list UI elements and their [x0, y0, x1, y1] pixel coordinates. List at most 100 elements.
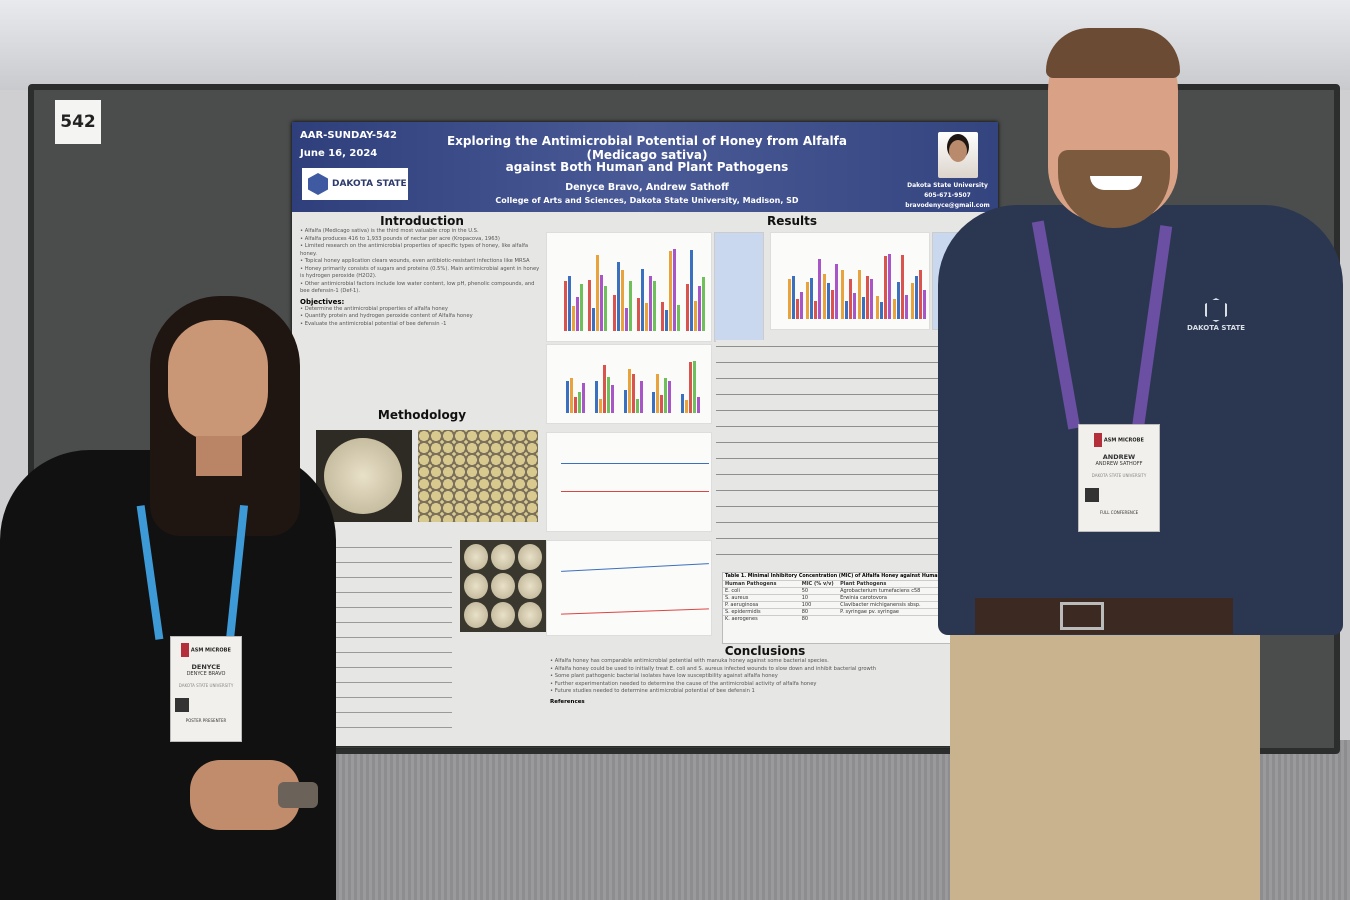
qr-code-icon	[175, 698, 189, 712]
chart-bar	[649, 276, 652, 331]
hexagon-d-icon	[308, 173, 328, 195]
figure-6-line-chart	[546, 432, 712, 532]
chart-bar	[910, 283, 914, 319]
chart-bar	[693, 361, 697, 413]
asm-logo-icon	[181, 643, 190, 657]
right-person-khaki-pants	[950, 610, 1260, 900]
chart-bar	[817, 258, 821, 319]
chart-bar	[697, 285, 701, 331]
chart-bar	[661, 301, 665, 331]
chart-bar	[862, 296, 865, 319]
contact-phone: 605-671-9507	[924, 192, 971, 199]
chart-bar	[620, 270, 624, 331]
table-cell: 100	[801, 602, 812, 608]
bullet-item: • Topical honey application clears wound…	[300, 258, 530, 264]
figure-7-line-chart	[546, 540, 712, 636]
right-person-hair	[1046, 28, 1180, 78]
table-cell: K. aerogenes	[725, 616, 758, 622]
table-cell: S. aureus	[725, 595, 749, 601]
chart-bar	[578, 391, 581, 413]
chart-bar	[653, 281, 656, 331]
university-logo: DAKOTA STATE	[302, 168, 408, 200]
chart-bar	[645, 302, 648, 331]
badge-role: FULL CONFERENCE	[1099, 510, 1139, 515]
chart-bar	[673, 249, 677, 331]
chart-bar	[627, 369, 631, 413]
chart-bar	[879, 302, 883, 319]
chart-bar	[689, 362, 693, 413]
chart-bar	[624, 308, 628, 331]
figure-bar-chart-controls	[546, 344, 712, 424]
chart-bar	[870, 279, 873, 319]
left-person-neck	[196, 436, 242, 476]
chart-bar	[883, 255, 887, 319]
chart-bar	[887, 254, 891, 319]
conclusions-section: Conclusions • Alfalfa honey has comparab…	[550, 644, 980, 744]
chart-bar	[588, 279, 592, 331]
chart-bar	[788, 279, 791, 319]
bullet-item: • Alfalfa (Medicago sativa) is the third…	[300, 228, 479, 234]
bullet-item: • Honey primarily consists of sugars and…	[300, 265, 540, 280]
chart-bar	[572, 305, 575, 331]
chart-bar	[858, 269, 861, 319]
methodology-text	[322, 542, 452, 742]
chart-bar	[901, 254, 904, 319]
chart-bar	[568, 276, 571, 331]
bullet-item: • Future studies needed to determine ant…	[550, 688, 755, 694]
bullet-item: • Alfalfa produces 416 to 1,933 pounds o…	[300, 235, 500, 242]
chart-bar	[866, 275, 869, 319]
conclusions-bullets: • Alfalfa honey has comparable antimicro…	[550, 658, 980, 696]
chart-bar	[602, 364, 606, 413]
chart-bar	[701, 277, 705, 331]
badge-org: ASM MICROBE	[190, 647, 231, 654]
table-cell: 50	[801, 588, 809, 594]
chart-bar	[681, 394, 685, 413]
table-title: Table 1. Minimal Inhibitory Concentratio…	[725, 574, 997, 579]
chart-bar	[637, 297, 640, 331]
bullet-item: • Other antimicrobial factors include lo…	[300, 280, 535, 295]
chart-bar	[668, 381, 672, 413]
chart-bar	[665, 310, 669, 331]
chart-bar	[697, 396, 701, 413]
poster-title: Exploring the Antimicrobial Potential of…	[446, 134, 847, 162]
objectives-bullets: • Determine the antimicrobial properties…	[300, 306, 544, 329]
logo-text: DAKOTA STATE	[332, 179, 407, 189]
chart-bar	[639, 380, 643, 413]
conclusions-heading: Conclusions	[724, 644, 806, 658]
chart-bar	[685, 399, 689, 413]
chart-bar	[805, 281, 809, 319]
poster-date: June 16, 2024	[300, 148, 378, 159]
research-poster: AAR-SUNDAY-542 June 16, 2024 DAKOTA STAT…	[292, 122, 998, 746]
chart-bar	[594, 380, 598, 413]
chart-bar	[827, 283, 830, 319]
chart-bar	[570, 378, 573, 413]
references-heading: References	[550, 698, 585, 705]
chart-bar	[574, 396, 577, 413]
smile	[1090, 176, 1142, 190]
qr-code-icon	[1085, 488, 1099, 502]
methodology-heading: Methodology	[377, 408, 467, 422]
chart-bar	[831, 290, 834, 319]
badge-full-name: DENYCE BRAVO	[186, 671, 226, 677]
badge-full-name: ANDREW SATHOFF	[1095, 461, 1143, 467]
table-cell: E. coli	[725, 588, 740, 594]
chart-bar	[564, 281, 567, 331]
chart-bar	[813, 300, 817, 319]
chart-bar	[612, 294, 616, 331]
chart-bar	[792, 275, 795, 319]
poster-authors: Denyce Bravo, Andrew Sathoff	[565, 182, 729, 193]
chart-bar	[852, 292, 856, 319]
table-cell: Plant Pathogens	[840, 581, 887, 587]
table-cell: 80	[801, 616, 809, 622]
bullet-item: • Determine the antimicrobial properties…	[300, 305, 448, 312]
table-cell: Agrobacterium tumefaciens c58	[840, 588, 921, 594]
chart-bar	[641, 269, 644, 331]
table-cell: MIC (% v/v)	[801, 581, 834, 587]
chart-bar	[689, 250, 693, 331]
bullet-item: • Further experimentation needed to dete…	[550, 680, 817, 687]
chart-bar	[844, 300, 848, 319]
asm-logo-icon	[1094, 433, 1103, 447]
chart-bar	[918, 269, 922, 319]
chart-bar	[914, 276, 918, 319]
chart-bar	[652, 391, 656, 413]
